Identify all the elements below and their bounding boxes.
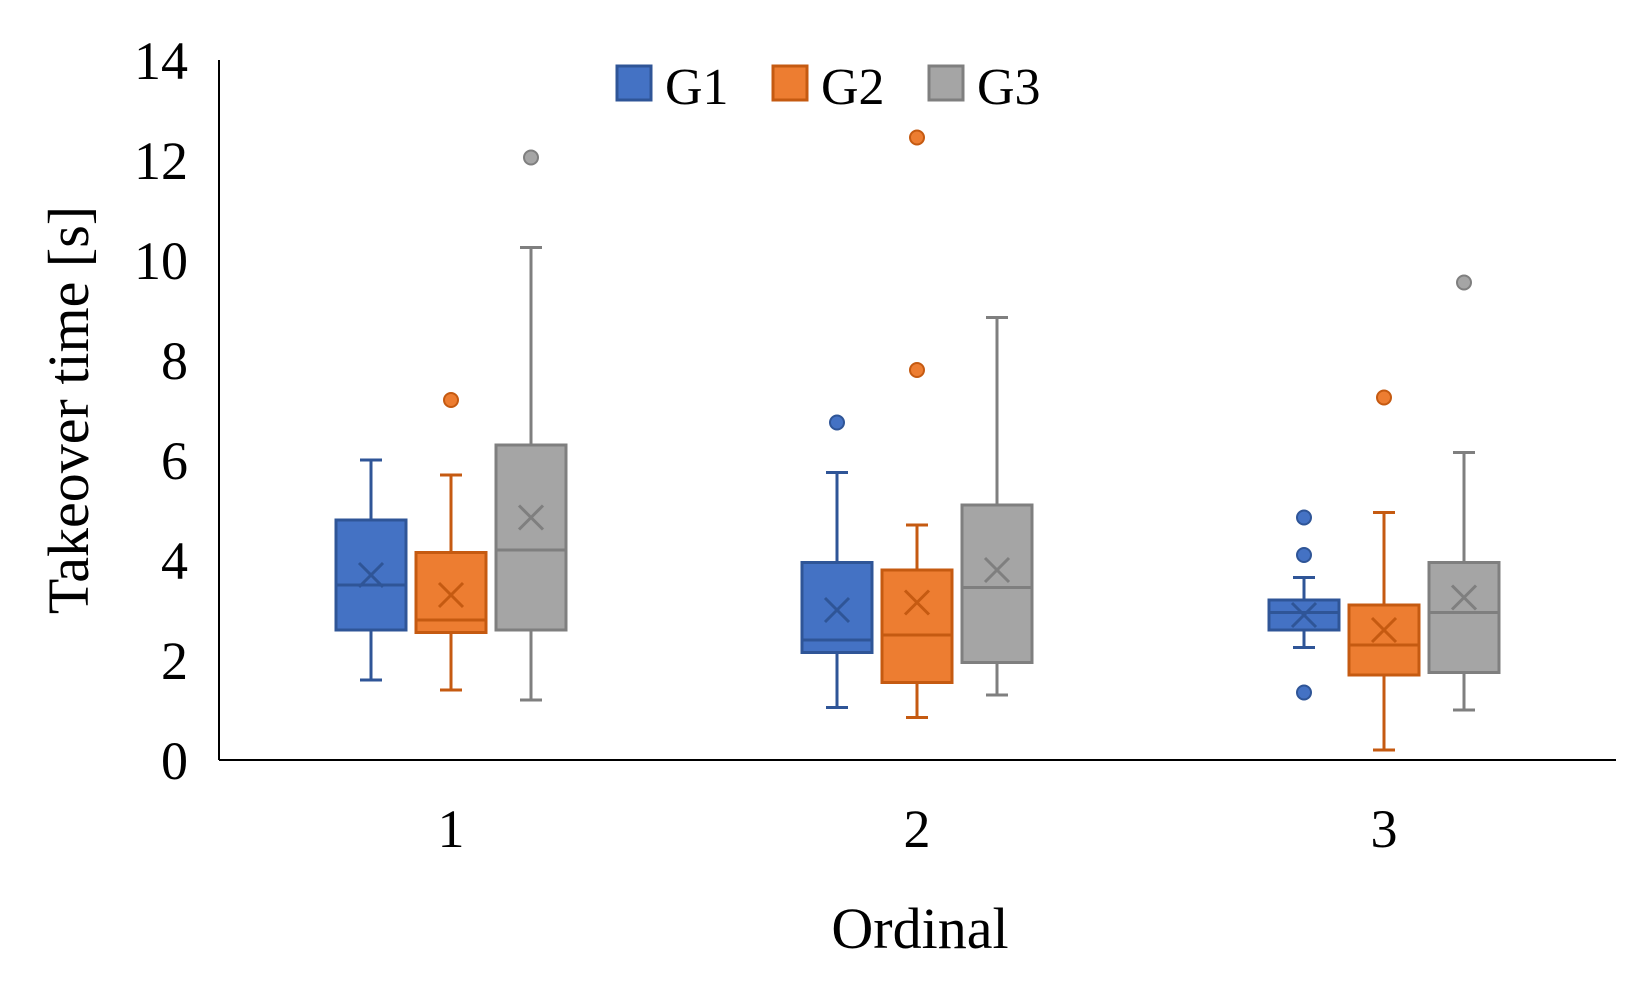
- outlier-point: [909, 129, 925, 146]
- mean-marker: [983, 556, 1011, 584]
- iqr-box: [334, 518, 408, 632]
- mean-marker: [1290, 601, 1318, 629]
- mean-marker: [903, 589, 931, 616]
- y-tick-label: 14: [134, 31, 188, 91]
- outlier-point: [1296, 509, 1312, 526]
- legend-label-g2: G2: [821, 59, 885, 116]
- mean-marker: [1370, 616, 1398, 644]
- y-tick-label: 6: [161, 431, 188, 491]
- series-g3: [494, 149, 1501, 712]
- outlier-point: [1376, 389, 1392, 406]
- mean-marker: [823, 596, 851, 624]
- outlier-point: [523, 149, 539, 166]
- legend: G1 G2 G3: [615, 59, 1041, 116]
- x-tick-label: 3: [1371, 799, 1398, 859]
- mean-marker: [357, 561, 385, 589]
- box-g1-ordinal-3: [1267, 509, 1341, 701]
- x-axis-title: Ordinal: [831, 896, 1008, 961]
- y-tick-label: 4: [161, 531, 188, 591]
- outlier-point: [909, 362, 925, 378]
- outlier-point: [443, 392, 459, 408]
- plot-area: [334, 129, 1501, 752]
- legend-swatch-g1: [615, 64, 653, 102]
- outlier-point: [1456, 274, 1472, 291]
- iqr-box: [800, 561, 874, 654]
- legend-label-g1: G1: [665, 59, 729, 116]
- mean-marker: [1450, 584, 1478, 611]
- y-tick-label: 2: [161, 631, 188, 691]
- y-tick-labels: 0 2 4 6 8 10 12 14: [134, 31, 188, 791]
- outlier-point: [1296, 547, 1312, 563]
- legend-item-g3: G3: [927, 59, 1041, 116]
- x-tick-label: 2: [904, 799, 931, 859]
- y-tick-label: 12: [134, 131, 188, 191]
- legend-swatch-g2: [771, 64, 809, 102]
- box-g1-ordinal-2: [800, 414, 874, 709]
- iqr-box: [1347, 603, 1421, 677]
- box-g2-ordinal-3: [1347, 389, 1421, 752]
- x-tick-label: 1: [438, 799, 465, 859]
- box-g1-ordinal-1: [334, 458, 408, 682]
- axes: [218, 60, 1616, 761]
- y-tick-label: 8: [161, 331, 188, 391]
- box-g2-ordinal-1: [414, 392, 488, 692]
- iqr-box: [1427, 561, 1501, 674]
- y-axis-title: Takeover time [s]: [36, 206, 101, 614]
- x-tick-labels: 1 2 3: [438, 799, 1398, 859]
- box-g3-ordinal-3: [1427, 274, 1501, 712]
- y-tick-label: 10: [134, 231, 188, 291]
- series-g2: [414, 129, 1421, 752]
- box-g2-ordinal-2: [880, 129, 954, 719]
- legend-label-g3: G3: [977, 59, 1041, 116]
- iqr-box: [494, 443, 568, 632]
- mean-marker: [437, 581, 465, 609]
- mean-marker: [517, 504, 545, 531]
- series-g1: [334, 414, 1341, 709]
- outlier-point: [829, 414, 845, 431]
- iqr-box: [880, 568, 954, 684]
- y-tick-label: 0: [161, 731, 188, 791]
- box-g3-ordinal-2: [960, 316, 1034, 697]
- box-g3-ordinal-1: [494, 149, 568, 702]
- legend-swatch-g3: [927, 64, 965, 102]
- iqr-box: [960, 503, 1034, 664]
- legend-item-g1: G1: [615, 59, 729, 116]
- legend-item-g2: G2: [771, 59, 885, 116]
- outlier-point: [1296, 684, 1312, 701]
